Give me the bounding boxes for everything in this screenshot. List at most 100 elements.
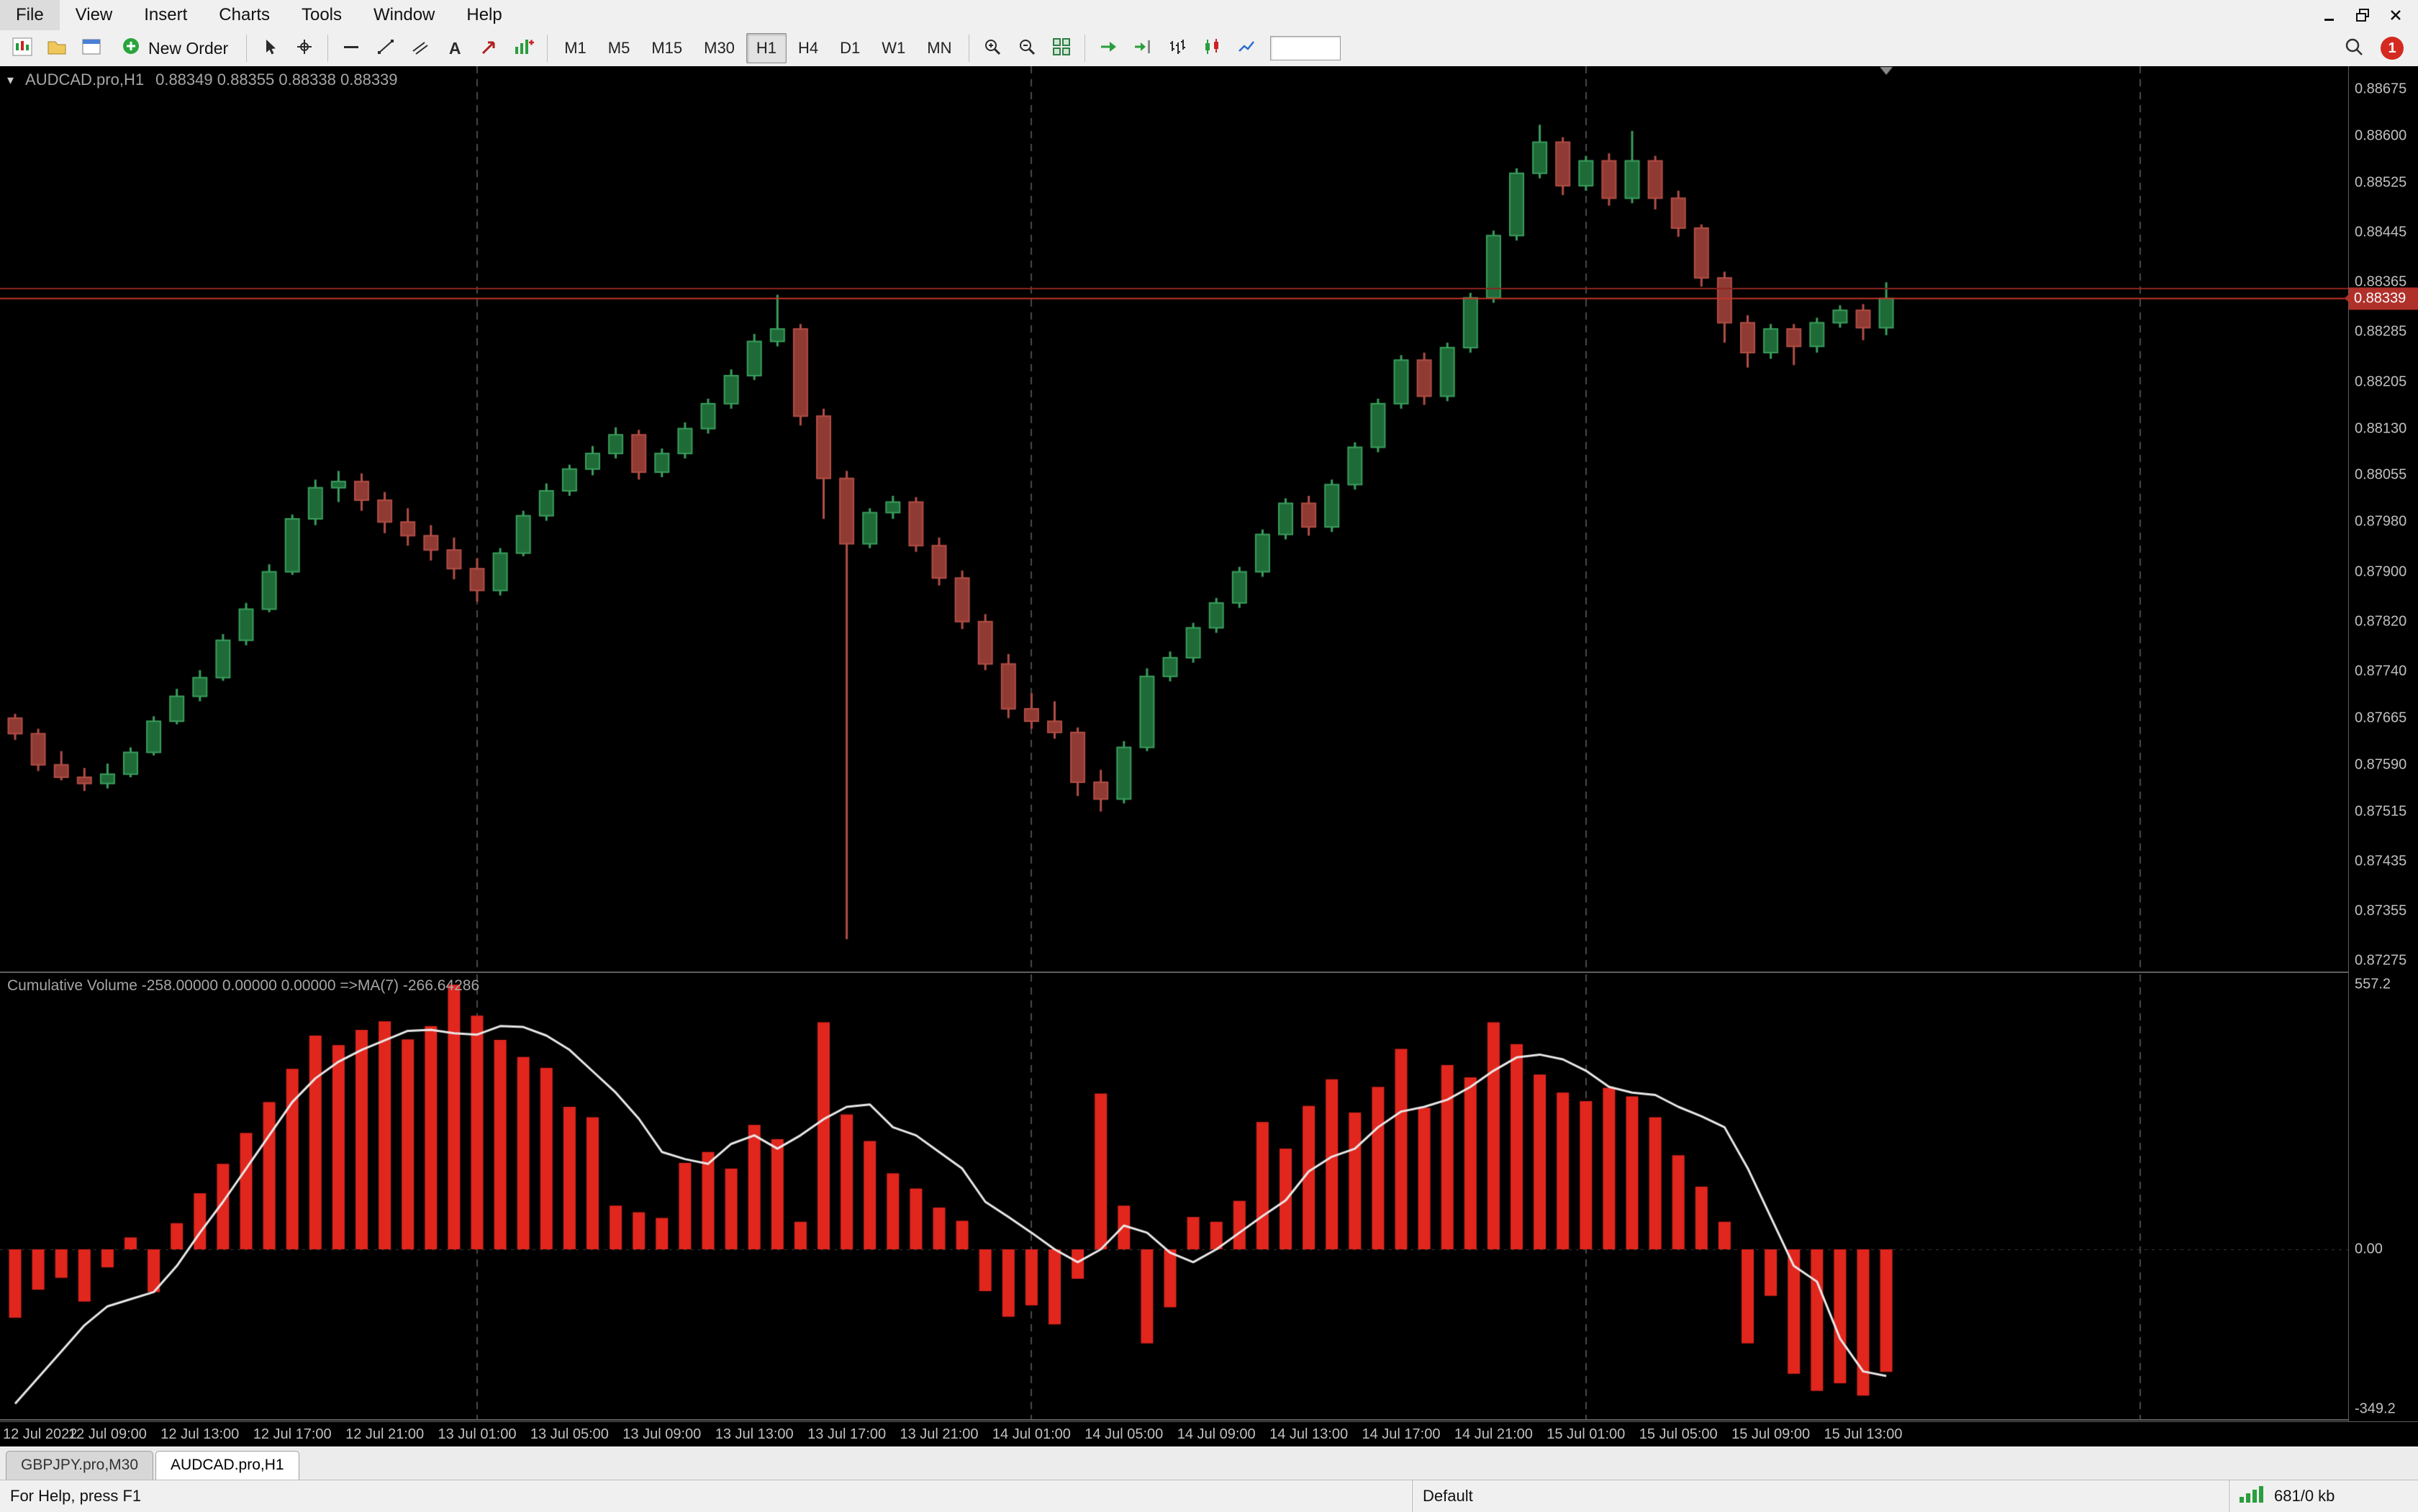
trendline-button[interactable] [369,32,402,64]
indicator-axis-label: 557.2 [2355,976,2391,992]
timeframe-group: M1 M5 M15 M30 H1 H4 D1 W1 MN [554,33,961,63]
price-axis-label: 0.87435 [2355,853,2407,869]
timeframe-w1-button[interactable]: W1 [882,39,906,57]
menu-file[interactable]: File [0,0,60,30]
price-axis-label: 0.87980 [2355,513,2407,530]
status-profile-section[interactable]: Default [1412,1480,2229,1512]
chart-shift-button[interactable] [1126,32,1159,64]
new-chart-icon [12,36,33,61]
menu-tools[interactable]: Tools [301,5,343,24]
price-axis-label: 0.88130 [2355,420,2407,437]
text-tool-button[interactable]: A [438,32,471,64]
price-axis-label: 0.87275 [2355,952,2407,969]
timeframe-mn-button[interactable]: MN [927,39,952,57]
indicator-axis[interactable]: 557.2 0.00 -349.2 [2349,974,2418,1419]
new-chart-button[interactable] [6,32,39,64]
price-axis[interactable]: 0.88339 0.88675 0.88600 0.88525 0.88445 0.88… [2349,66,2418,972]
price-axis-label: 0.87820 [2355,613,2407,630]
timeframe-h1-button[interactable]: H1 [746,33,787,63]
line-chart-type-button[interactable] [1230,32,1263,64]
profiles-button[interactable] [40,32,73,64]
auto-scroll-button[interactable] [1092,32,1125,64]
menu-help[interactable]: Help [466,5,502,24]
time-axis-label: 13 Jul 13:00 [715,1426,794,1442]
equidistant-channel-button[interactable] [404,32,437,64]
zoom-out-button[interactable] [1010,32,1043,64]
cursor-tool-button[interactable] [253,32,286,64]
menu-window[interactable]: Window [373,5,435,24]
price-axis-label: 0.87740 [2355,663,2407,679]
cursor-icon [260,37,280,60]
toolbar-separator [547,35,548,62]
time-axis-label: 14 Jul 09:00 [1177,1426,1256,1442]
profile-name: Default [1423,1487,1473,1505]
price-axis-column[interactable]: 0.88339 0.88675 0.88600 0.88525 0.88445 0.88… [2348,66,2418,1421]
zoom-in-button[interactable] [976,32,1009,64]
menu-bar: File View Insert Charts Tools Window Help [0,0,2418,31]
chart-ohlc-label: ▾ AUDCAD.pro,H1 0.88349 0.88355 0.88338 … [7,71,398,89]
pane-splitter[interactable] [0,972,2418,973]
time-axis[interactable]: 12 Jul 2022 12 Jul 09:00 12 Jul 13:00 12 Ju… [0,1421,2418,1446]
timeframe-m30-button[interactable]: M30 [704,39,735,57]
crosshair-tool-button[interactable] [288,32,321,64]
close-icon[interactable] [2381,3,2411,27]
chart-window: ▾ AUDCAD.pro,H1 0.88349 0.88355 0.88338 … [0,66,2418,1447]
time-axis-label: 13 Jul 05:00 [530,1426,609,1442]
time-axis-label: 12 Jul 13:00 [160,1426,240,1442]
price-axis-label: 0.87665 [2355,710,2407,726]
time-axis-label: 13 Jul 01:00 [438,1426,517,1442]
status-help-text: For Help, press F1 [10,1487,142,1505]
new-order-label: New Order [148,38,229,58]
chart-tab-bar: GBPJPY.pro,M30 AUDCAD.pro,H1 [0,1447,2418,1480]
menu-view[interactable]: View [75,5,113,24]
restore-icon[interactable] [2347,3,2378,27]
minimize-icon[interactable] [2314,3,2345,27]
timeframe-m15-button[interactable]: M15 [651,39,683,57]
toolbar-separator [327,35,329,62]
new-order-plus-icon [121,36,141,60]
market-watch-button[interactable] [75,32,108,64]
time-axis-label: 15 Jul 09:00 [1731,1426,1811,1442]
indicators-button[interactable] [507,32,540,64]
menu-items: File View Insert Charts Tools Window Help [0,0,518,30]
symbol-period-label: AUDCAD.pro,H1 [25,71,145,89]
menu-charts[interactable]: Charts [219,5,270,24]
tile-windows-button[interactable] [1045,32,1078,64]
arrow-tool-button[interactable] [473,32,506,64]
horizontal-line-icon [341,37,361,60]
auto-scroll-icon [1098,37,1118,60]
time-axis-label: 12 Jul 21:00 [345,1426,425,1442]
timeframe-h4-button[interactable]: H4 [798,39,819,57]
toolbar-input-box[interactable] [1269,36,1341,60]
candles-icon [1202,37,1222,60]
toolbar-right-group: 1 [2337,32,2412,64]
one-click-trading-toggle[interactable]: ▾ [7,72,14,87]
trendline-icon [376,37,396,60]
status-connection-section[interactable]: 681/0 kb [2229,1480,2418,1512]
pane-splitter[interactable] [0,1419,2418,1421]
menu-insert[interactable]: Insert [144,5,188,24]
timeframe-d1-button[interactable]: D1 [840,39,861,57]
bar-chart-type-button[interactable] [1161,32,1194,64]
time-axis-label: 14 Jul 13:00 [1269,1426,1349,1442]
timeframe-m5-button[interactable]: M5 [607,39,630,57]
main-chart-canvas[interactable] [0,66,2348,972]
indicator-label: Cumulative Volume -258.00000 0.00000 0.0… [7,977,480,994]
chart-tab-audcad-pro-h1[interactable]: AUDCAD.pro,H1 [155,1451,299,1480]
chart-tab-gbpjpy-pro-m30[interactable]: GBPJPY.pro,M30 [6,1451,154,1480]
price-axis-label: 0.88055 [2355,466,2407,483]
crosshair-icon [294,37,314,60]
line-chart-icon [1236,37,1256,60]
bid-price-badge: 0.88339 [2349,287,2418,310]
timeframe-m1-button[interactable]: M1 [564,39,587,57]
indicator-canvas[interactable] [0,974,2348,1419]
indicators-icon [513,37,535,60]
search-button[interactable] [2337,32,2371,64]
horizontal-line-button[interactable] [335,32,368,64]
time-axis-label: 15 Jul 13:00 [1824,1426,1903,1442]
toolbar-separator [246,35,248,62]
new-order-button[interactable]: New Order [109,32,240,64]
notification-badge[interactable]: 1 [2381,37,2404,60]
candle-chart-type-button[interactable] [1195,32,1228,64]
tile-windows-icon [1051,37,1072,60]
